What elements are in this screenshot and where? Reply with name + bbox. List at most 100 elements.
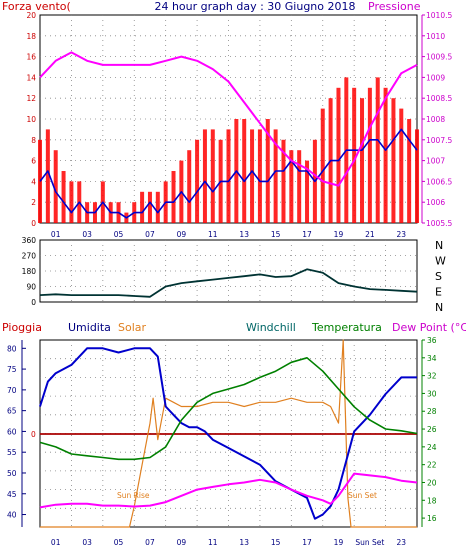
top-right-axis: 1010.5 1010 1009.5 1009 1008.5 1008 1007.5 1007…: [421, 11, 452, 228]
wind-gust-bar: [352, 87, 357, 223]
wind-gust-bar: [320, 108, 325, 223]
pressure-label: Pressione: [368, 0, 421, 13]
wind-gust-bar: [155, 191, 160, 223]
y2-tick-label: 1008.5: [426, 94, 452, 103]
y-tick-label: 18: [26, 32, 36, 41]
y2-tick-label: 1010: [426, 32, 445, 41]
wind-gust-bar: [187, 150, 192, 223]
temperature-tick-label: 26: [427, 425, 437, 434]
wind-gust-bar: [297, 150, 302, 223]
wind-gust-bar: [391, 98, 396, 223]
humidity-tick-label: 45: [7, 490, 17, 499]
y-tick-label: 4: [31, 177, 36, 186]
x-tick-label: 09: [177, 230, 187, 239]
y-tick-label: 8: [31, 136, 36, 145]
x-tick-label: 17: [302, 230, 312, 239]
x-tick-label: 11: [208, 230, 218, 239]
direction-tick-label: 90: [26, 283, 36, 292]
wind-gust-bar: [250, 129, 255, 223]
temperature-line: [39, 356, 418, 461]
x-tick-label: Sun Set: [355, 538, 384, 547]
wind-gust-bar: [226, 129, 231, 223]
wind-gust-bar: [195, 139, 200, 223]
temperature-tick-label: 20: [427, 478, 437, 487]
x-tick-label: 01: [51, 538, 61, 547]
humidity-tick-label: 65: [7, 407, 17, 416]
x-tick-label: 05: [114, 538, 124, 547]
humidity-tick-label: 55: [7, 448, 17, 457]
y2-tick-label: 1006.5: [426, 177, 452, 186]
wind-gust-bar: [242, 119, 247, 223]
x-tick-label: 15: [271, 230, 281, 239]
y-tick-label: 12: [26, 94, 36, 103]
compass-label: S: [435, 270, 442, 283]
x-tick-label: 07: [145, 230, 155, 239]
x-tick-label: 03: [82, 230, 92, 239]
sun-set-label: Sun Set: [348, 491, 377, 500]
y-tick-label: 10: [26, 115, 36, 124]
wind-gust-bar: [273, 129, 278, 223]
x-tick-label: 13: [239, 538, 249, 547]
direction-tick-label: 270: [22, 252, 37, 261]
x-tick-label: 09: [177, 538, 187, 547]
x-tick-label: 07: [145, 538, 155, 547]
y2-tick-label: 1005.5: [426, 219, 452, 228]
bottom-grid: [40, 340, 417, 527]
wind-gust-bar: [265, 119, 270, 223]
rain-label: Pioggia: [2, 321, 42, 334]
temperature-label: Temperatura: [311, 321, 382, 334]
y-tick-label: 14: [26, 73, 36, 82]
top-title: 24 hour graph day : 30 Giugno 2018: [154, 0, 355, 13]
bottom-right-axis: 36 34 32 30 28 26 24 22 20 18 16: [421, 336, 437, 527]
rain-zero-tick: 0: [31, 430, 36, 439]
wind-gust-bar: [305, 160, 310, 223]
direction-tick-label: 180: [22, 267, 37, 276]
humidity-tick-label: 75: [7, 365, 17, 374]
y2-tick-label: 1008: [426, 115, 445, 124]
x-tick-label: 03: [82, 538, 92, 547]
temperature-tick-label: 22: [427, 461, 437, 470]
y-tick-label: 2: [31, 198, 36, 207]
direction-tick-label: 360: [22, 236, 37, 245]
direction-line: [39, 268, 418, 298]
sun-rise-label: Sun Rise: [117, 491, 150, 500]
y2-tick-label: 1007: [426, 157, 445, 166]
y-tick-label: 20: [26, 11, 36, 20]
wind-gust-bar: [375, 77, 380, 224]
temperature-tick-label: 32: [427, 372, 437, 381]
x-tick-label: 21: [365, 230, 375, 239]
y2-tick-label: 1006: [426, 198, 445, 207]
wind-gust-bar: [360, 98, 365, 223]
windchill-label: Windchill: [246, 321, 296, 334]
wind-gust-bar: [415, 129, 419, 223]
y2-tick-label: 1009.5: [426, 53, 452, 62]
x-tick-label: 19: [334, 538, 344, 547]
wind-gust-bar: [140, 191, 145, 223]
temperature-tick-label: 28: [427, 407, 437, 416]
y-tick-label: 0: [31, 219, 36, 228]
wind-gust-bar: [367, 87, 372, 223]
wind-gust-bar: [69, 181, 74, 223]
humidity-tick-label: 60: [7, 427, 17, 436]
bottom-left-axis: 80 75 70 65 60 55 50 45 40: [7, 344, 26, 520]
temperature-tick-label: 16: [427, 514, 437, 523]
wind-gust-bar: [171, 171, 176, 223]
wind-gust-bar: [289, 150, 294, 223]
y-tick-label: 6: [31, 157, 36, 166]
x-tick-label: 05: [114, 230, 124, 239]
wind-gust-bar: [407, 119, 412, 223]
wind-force-label: Forza vento(: [2, 0, 71, 13]
humidity-tick-label: 50: [7, 469, 17, 478]
solar-label: Solar: [118, 321, 147, 334]
wind-gust-bar: [281, 139, 286, 223]
x-tick-label: 19: [334, 230, 344, 239]
wind-gust-bar: [202, 129, 207, 223]
bottom-x-axis: 01 03 05 07 09 11 13 15 17 19 Sun Set 23: [51, 538, 406, 547]
wind-gust-bar: [257, 129, 262, 223]
temperature-tick-label: 34: [427, 354, 437, 363]
humidity-tick-label: 40: [7, 511, 17, 520]
